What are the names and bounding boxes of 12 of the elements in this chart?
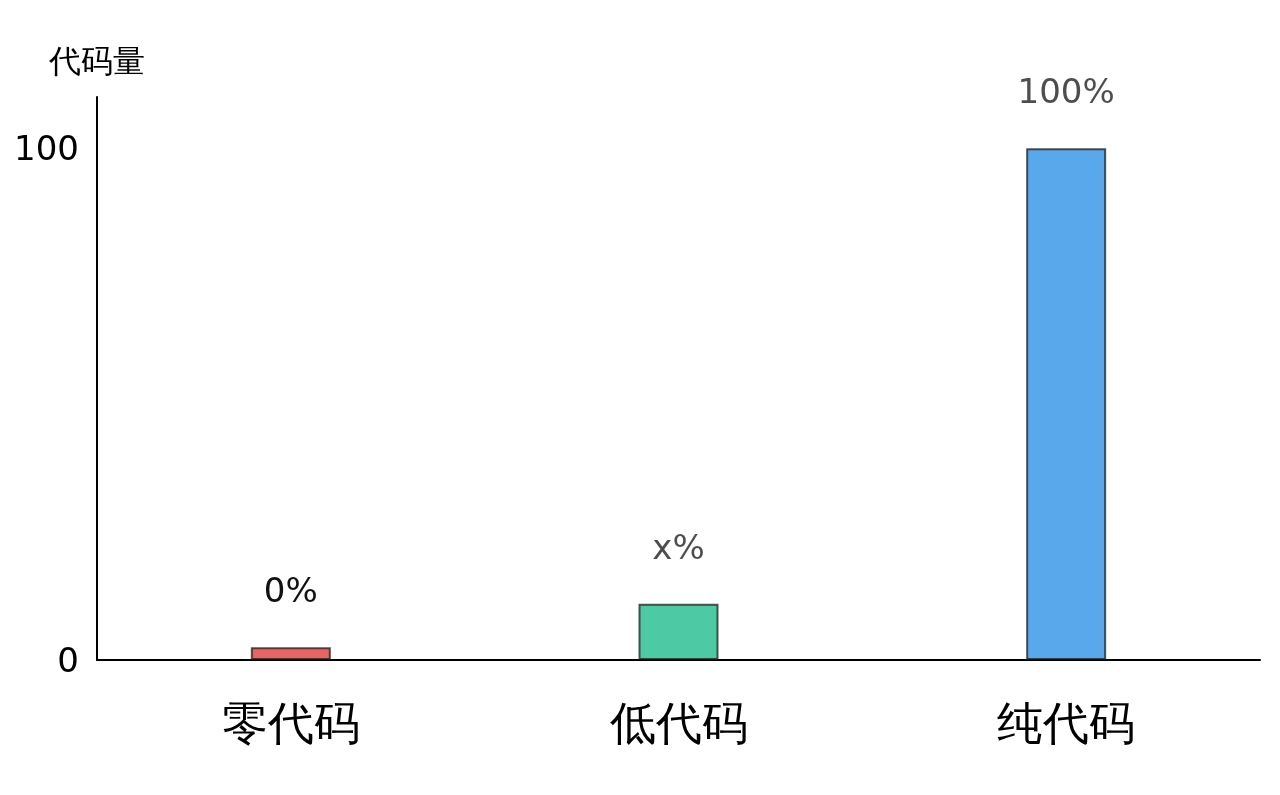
annotation: 0%: [263, 570, 318, 611]
x-tick-label: 零代码: [221, 696, 360, 750]
x-tick-label: 纯代码: [997, 696, 1136, 750]
bar: [638, 603, 719, 660]
data-label: 100%: [1017, 71, 1115, 112]
bar: [1026, 148, 1107, 660]
x-tick-label: 低代码: [609, 696, 748, 750]
y-axis-title: 代码量: [48, 42, 145, 80]
data-label: x%: [652, 526, 705, 567]
y-tick-label: 100: [14, 128, 79, 169]
y-tick-label: 0: [57, 640, 79, 680]
bar: [250, 647, 331, 660]
